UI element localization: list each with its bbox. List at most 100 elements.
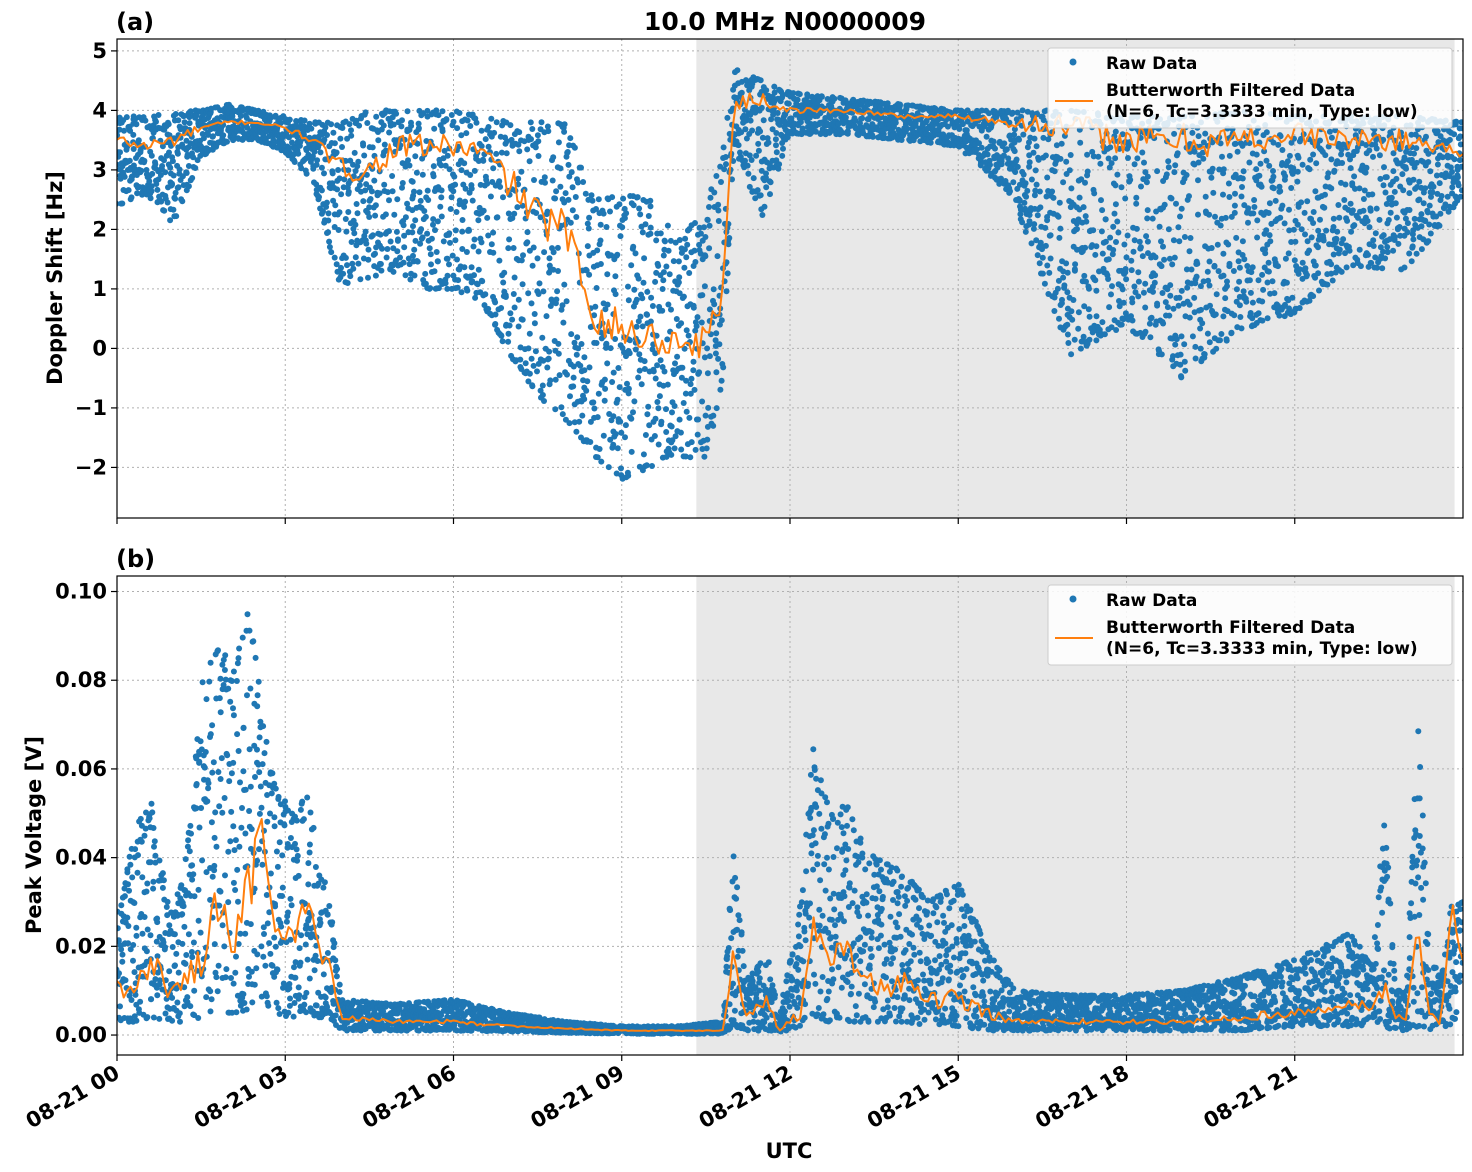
raw-data-point (336, 209, 343, 216)
raw-data-point (185, 837, 192, 844)
raw-data-point (1239, 184, 1245, 190)
raw-data-point (643, 462, 650, 469)
raw-data-point (254, 692, 261, 699)
raw-data-point (702, 234, 709, 240)
raw-data-point (1065, 340, 1072, 346)
raw-data-point (641, 358, 648, 365)
raw-data-point (1060, 274, 1067, 281)
raw-data-point (1168, 195, 1175, 202)
raw-data-point (196, 824, 203, 831)
raw-data-point (1289, 294, 1296, 301)
raw-data-point (339, 125, 346, 131)
raw-data-point (724, 114, 731, 121)
raw-data-point (514, 204, 521, 211)
raw-data-point (651, 433, 658, 439)
raw-data-point (205, 785, 212, 792)
raw-data-point (613, 470, 620, 477)
raw-data-point (550, 154, 557, 161)
raw-data-point (1007, 188, 1013, 195)
raw-data-point (236, 645, 243, 652)
raw-data-point (535, 138, 542, 145)
raw-data-point (279, 893, 286, 899)
raw-data-point (589, 197, 596, 204)
raw-data-point (571, 419, 578, 426)
raw-data-point (1099, 250, 1106, 257)
raw-data-point (1167, 282, 1174, 289)
raw-data-point (897, 101, 903, 108)
raw-data-point (1141, 159, 1147, 166)
raw-data-point (490, 165, 497, 172)
raw-data-point (175, 184, 182, 191)
raw-data-point (704, 370, 711, 377)
raw-data-point (713, 369, 720, 376)
raw-data-point (720, 144, 727, 151)
raw-data-point (1213, 291, 1220, 298)
raw-data-point (772, 136, 779, 143)
raw-data-point (541, 398, 547, 404)
raw-data-point (189, 876, 196, 883)
raw-data-point (1410, 176, 1417, 183)
raw-data-point (636, 351, 643, 358)
raw-data-point (1220, 272, 1227, 279)
raw-data-point (1010, 179, 1017, 186)
raw-data-point (220, 132, 227, 139)
raw-data-point (1091, 190, 1098, 197)
raw-data-point (1278, 162, 1285, 168)
raw-data-point (1339, 160, 1346, 166)
raw-data-point (1264, 279, 1271, 286)
raw-data-point (1246, 159, 1253, 166)
raw-data-point (612, 336, 619, 342)
raw-data-point (174, 150, 181, 157)
raw-data-point (179, 940, 186, 947)
raw-data-point (185, 931, 192, 938)
raw-data-point (448, 112, 455, 118)
raw-data-point (235, 655, 242, 662)
raw-data-point (524, 146, 531, 153)
raw-data-point (1433, 172, 1440, 179)
raw-data-point (1095, 153, 1102, 160)
raw-data-point (197, 152, 204, 159)
raw-data-point (1159, 290, 1166, 296)
raw-data-point (329, 180, 336, 187)
raw-data-point (1239, 238, 1246, 245)
raw-data-point (309, 153, 316, 160)
raw-data-point (1240, 288, 1247, 295)
raw-data-point (1338, 268, 1345, 275)
raw-data-point (533, 210, 540, 216)
raw-data-point (622, 422, 629, 429)
raw-data-point (1177, 213, 1183, 220)
raw-data-point (440, 238, 447, 245)
raw-data-point (1031, 192, 1038, 199)
raw-data-point (1143, 233, 1150, 240)
raw-data-point (269, 962, 276, 969)
raw-data-point (1171, 254, 1178, 261)
raw-data-point (1306, 297, 1313, 304)
raw-data-point (326, 238, 333, 245)
raw-data-point (328, 121, 335, 128)
raw-data-point (591, 405, 598, 412)
raw-data-point (1077, 139, 1084, 146)
raw-data-point (694, 431, 701, 438)
raw-data-point (614, 251, 621, 258)
raw-data-point (552, 376, 559, 383)
raw-data-point (458, 167, 465, 174)
raw-data-point (554, 288, 561, 295)
raw-data-point (191, 893, 198, 900)
raw-data-point (976, 140, 982, 147)
raw-data-point (697, 230, 704, 237)
raw-data-point (813, 128, 819, 135)
raw-data-point (1217, 337, 1223, 344)
raw-data-point (1307, 156, 1314, 163)
raw-data-point (1390, 247, 1397, 254)
raw-data-point (1338, 151, 1345, 158)
raw-data-point (505, 338, 512, 345)
raw-data-point (196, 758, 203, 765)
raw-data-point (534, 368, 540, 375)
raw-data-point (223, 966, 230, 973)
raw-data-point (516, 148, 523, 155)
y-tick-label: 0 (92, 336, 107, 360)
raw-data-point (593, 206, 599, 212)
raw-data-point (258, 943, 265, 950)
raw-data-point (625, 390, 632, 397)
raw-data-point (779, 91, 786, 98)
